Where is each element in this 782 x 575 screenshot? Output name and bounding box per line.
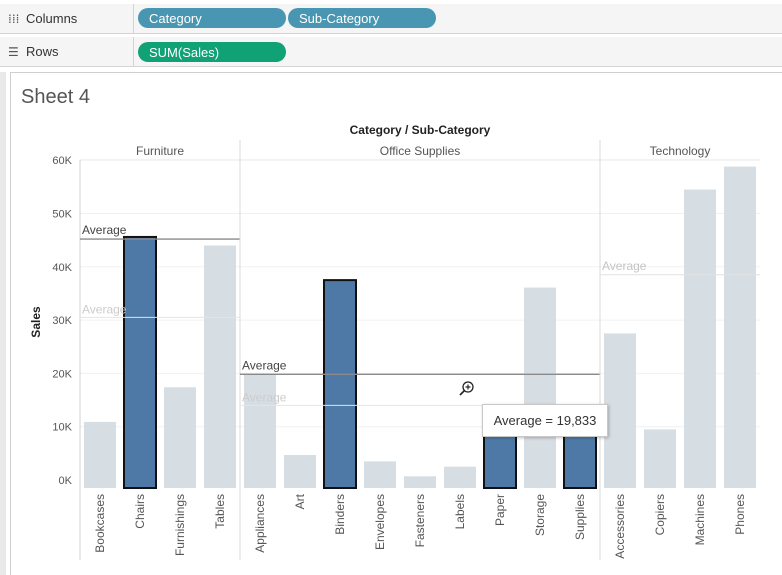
group-header-label: Furniture	[136, 144, 184, 158]
average-label: Average	[242, 358, 287, 372]
x-tick-label: Storage	[533, 494, 547, 536]
x-tick-label: Paper	[493, 494, 507, 526]
bar	[364, 461, 396, 488]
secondary-average-label: Average	[242, 390, 287, 404]
zoom-icon[interactable]	[458, 380, 476, 398]
bar	[524, 287, 556, 488]
average-tooltip: Average = 19,833	[482, 404, 608, 437]
bar	[84, 421, 116, 488]
x-tick-label: Furnishings	[173, 494, 187, 556]
group-header-label: Office Supplies	[380, 144, 461, 158]
x-tick-label: Phones	[733, 494, 747, 535]
x-tick-label: Supplies	[573, 494, 587, 540]
bar	[444, 466, 476, 488]
secondary-average-label: Average	[82, 302, 127, 316]
sum-sales-pill[interactable]: SUM(Sales)	[138, 42, 286, 62]
y-tick-label: 10K	[52, 422, 72, 434]
y-tick-label: 60K	[52, 155, 72, 167]
sub-category-pill[interactable]: Sub-Category	[288, 8, 436, 28]
bar	[204, 245, 236, 488]
sheet-title: Sheet 4	[21, 86, 90, 108]
y-axis-label: Sales	[29, 306, 43, 338]
x-tick-label: Copiers	[653, 494, 667, 535]
x-tick-label: Tables	[213, 494, 227, 529]
columns-shelf-label: ⁞⁞⁞ Columns	[8, 4, 134, 33]
bar	[244, 373, 276, 488]
x-tick-label: Appliances	[253, 494, 267, 553]
category-pill[interactable]: Category	[138, 8, 286, 28]
bar	[563, 432, 597, 489]
columns-shelf: ⁞⁞⁞ Columns Category Sub-Category	[0, 4, 782, 34]
x-tick-label: Binders	[333, 494, 347, 535]
column-header-title: Category / Sub-Category	[349, 123, 491, 137]
bar	[684, 189, 716, 488]
group-header-label: Technology	[650, 144, 711, 158]
x-tick-label: Labels	[453, 494, 467, 529]
x-tick-label: Accessories	[613, 494, 627, 559]
bar	[604, 333, 636, 488]
y-tick-label: 0K	[59, 475, 73, 487]
y-tick-label: 20K	[52, 368, 72, 380]
side-panel-edge	[0, 72, 6, 575]
bar	[284, 454, 316, 488]
bar	[323, 279, 357, 489]
x-tick-label: Chairs	[133, 494, 147, 529]
x-tick-label: Machines	[693, 494, 707, 545]
y-tick-label: 30K	[52, 315, 72, 327]
columns-icon: ⁞⁞⁞	[8, 11, 20, 26]
x-tick-label: Bookcases	[93, 494, 107, 553]
y-tick-label: 40K	[52, 262, 72, 274]
rows-shelf: ☰ Rows SUM(Sales)	[0, 37, 782, 67]
x-tick-label: Envelopes	[373, 494, 387, 550]
bar	[164, 387, 196, 488]
rows-icon: ☰	[8, 44, 19, 59]
bar	[404, 476, 436, 488]
bar	[123, 235, 157, 489]
y-tick-label: 50K	[52, 209, 72, 221]
bar	[644, 429, 676, 488]
rows-shelf-label: ☰ Rows	[8, 37, 134, 66]
x-tick-label: Art	[293, 493, 307, 509]
x-tick-label: Fasteners	[413, 494, 427, 547]
average-label: Average	[82, 223, 127, 237]
bar	[724, 166, 756, 488]
average-label: Average	[602, 259, 647, 273]
